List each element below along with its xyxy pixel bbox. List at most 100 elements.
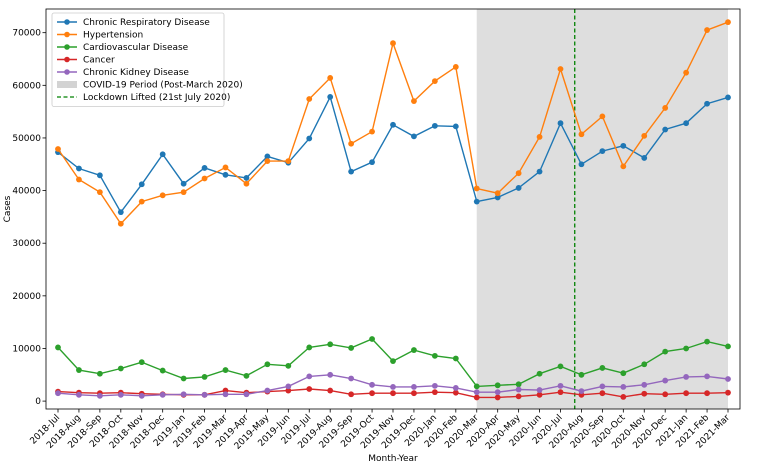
data-point xyxy=(431,78,438,85)
data-point xyxy=(306,344,313,351)
data-point xyxy=(201,373,208,380)
data-point xyxy=(515,386,522,393)
data-point xyxy=(243,391,250,398)
data-point xyxy=(515,381,522,388)
data-point xyxy=(473,185,480,192)
y-tick-label: 70000 xyxy=(12,29,41,39)
data-point xyxy=(536,391,543,398)
data-point xyxy=(620,163,627,170)
data-point xyxy=(117,391,124,398)
data-point xyxy=(411,98,417,105)
data-point xyxy=(473,389,480,396)
data-point xyxy=(452,123,459,130)
legend-label: Chronic Kidney Disease xyxy=(83,68,189,78)
data-point xyxy=(96,392,103,399)
data-point xyxy=(306,386,313,392)
series-4 xyxy=(55,371,731,399)
y-axis-label: Cases xyxy=(3,195,13,222)
data-point xyxy=(117,209,124,216)
data-point xyxy=(390,358,396,365)
data-point xyxy=(473,383,480,390)
data-point xyxy=(117,365,124,372)
data-point xyxy=(76,165,82,172)
data-point xyxy=(662,391,669,398)
data-point xyxy=(264,158,271,165)
data-point xyxy=(557,389,564,396)
data-point xyxy=(620,370,627,377)
data-point xyxy=(138,181,145,188)
data-point xyxy=(369,128,375,135)
data-point xyxy=(411,347,417,353)
data-point xyxy=(725,94,731,101)
data-point xyxy=(725,343,731,350)
data-point xyxy=(411,133,417,140)
data-point xyxy=(76,176,82,183)
series-2 xyxy=(55,336,731,390)
data-point xyxy=(536,133,543,140)
legend-label: Chronic Respiratory Disease xyxy=(83,18,210,28)
data-point xyxy=(683,120,690,127)
data-point xyxy=(55,146,61,152)
data-point xyxy=(138,198,145,205)
data-point xyxy=(515,185,522,191)
data-point xyxy=(348,140,355,147)
data-point xyxy=(348,391,355,398)
data-point xyxy=(641,390,648,397)
data-point xyxy=(662,105,669,111)
data-point xyxy=(285,383,292,390)
data-point xyxy=(390,390,396,397)
data-point xyxy=(578,161,585,168)
legend-box xyxy=(51,12,225,107)
data-point xyxy=(662,348,669,355)
data-point xyxy=(683,390,690,397)
data-point xyxy=(348,345,355,351)
data-point xyxy=(306,373,313,380)
legend-label: Hypertension xyxy=(83,31,143,41)
legend-marker xyxy=(64,69,70,75)
data-point xyxy=(390,40,396,47)
data-point xyxy=(411,383,417,390)
y-tick-label: 50000 xyxy=(12,134,41,144)
data-point xyxy=(55,344,61,351)
data-point xyxy=(536,387,543,393)
data-point xyxy=(599,148,606,155)
data-point xyxy=(599,365,606,371)
legend-label: Lockdown Lifted (21st July 2020) xyxy=(83,93,230,103)
legend-patch-swatch xyxy=(57,81,77,88)
data-point xyxy=(725,376,731,382)
y-tick-label: 10000 xyxy=(12,344,41,354)
data-point xyxy=(578,388,585,395)
data-point xyxy=(76,391,82,398)
data-point xyxy=(159,192,166,199)
data-point xyxy=(55,390,61,397)
data-point xyxy=(578,371,585,378)
data-point xyxy=(641,155,648,161)
data-point xyxy=(327,93,334,100)
data-point xyxy=(138,392,145,399)
data-point xyxy=(641,381,648,388)
data-point xyxy=(473,394,480,401)
data-point xyxy=(704,373,710,380)
data-point xyxy=(243,175,250,181)
data-point xyxy=(96,172,103,179)
data-point xyxy=(662,377,669,384)
data-point xyxy=(222,367,229,373)
y-tick-label: 20000 xyxy=(12,292,41,302)
data-point xyxy=(348,168,355,175)
data-point xyxy=(96,189,103,196)
data-point xyxy=(536,370,543,377)
legend-marker xyxy=(64,31,70,38)
data-point xyxy=(599,390,606,397)
data-point xyxy=(641,132,648,139)
data-point xyxy=(201,175,208,182)
data-point xyxy=(390,121,396,128)
data-point xyxy=(180,180,187,187)
data-point xyxy=(431,352,438,359)
data-point xyxy=(557,120,564,127)
data-point xyxy=(327,387,334,394)
data-point xyxy=(452,355,459,362)
data-point xyxy=(431,122,438,129)
data-point xyxy=(725,389,731,396)
data-point xyxy=(180,375,187,382)
data-point xyxy=(117,220,124,227)
